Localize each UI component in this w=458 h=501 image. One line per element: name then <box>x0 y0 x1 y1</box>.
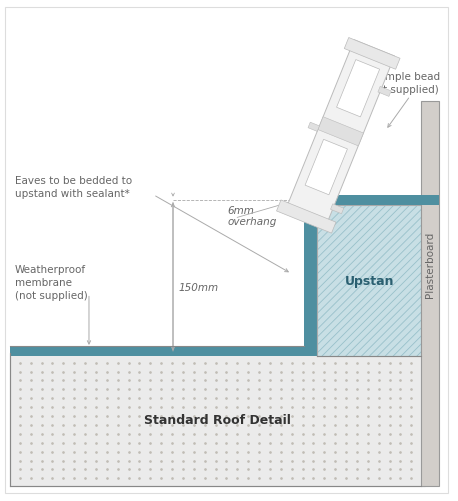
Bar <box>331 204 344 214</box>
Polygon shape <box>305 329 317 356</box>
Bar <box>288 41 394 221</box>
Text: Upstan: Upstan <box>344 274 394 287</box>
Bar <box>317 205 421 356</box>
Bar <box>10 346 305 356</box>
Bar <box>10 353 425 486</box>
Bar <box>421 102 439 486</box>
Bar <box>378 87 391 97</box>
Text: Standard Roof Detail: Standard Roof Detail <box>144 413 291 426</box>
Bar <box>277 200 336 233</box>
Text: Eaves to be bedded to
upstand with sealant*: Eaves to be bedded to upstand with seala… <box>15 175 132 199</box>
Text: 6mm
overhang: 6mm overhang <box>227 205 277 226</box>
Bar <box>305 205 317 356</box>
Bar <box>305 140 348 195</box>
Bar <box>305 195 439 205</box>
Bar <box>344 39 400 70</box>
Polygon shape <box>305 329 317 356</box>
Text: Plasterboard: Plasterboard <box>425 231 435 298</box>
Bar <box>318 118 364 147</box>
Text: 150mm: 150mm <box>179 282 219 292</box>
Text: Weatherproof
membrane
(not supplied): Weatherproof membrane (not supplied) <box>15 265 87 301</box>
Bar <box>337 61 380 118</box>
Bar <box>308 123 319 132</box>
Text: example bead
(not supplied): example bead (not supplied) <box>366 72 440 95</box>
